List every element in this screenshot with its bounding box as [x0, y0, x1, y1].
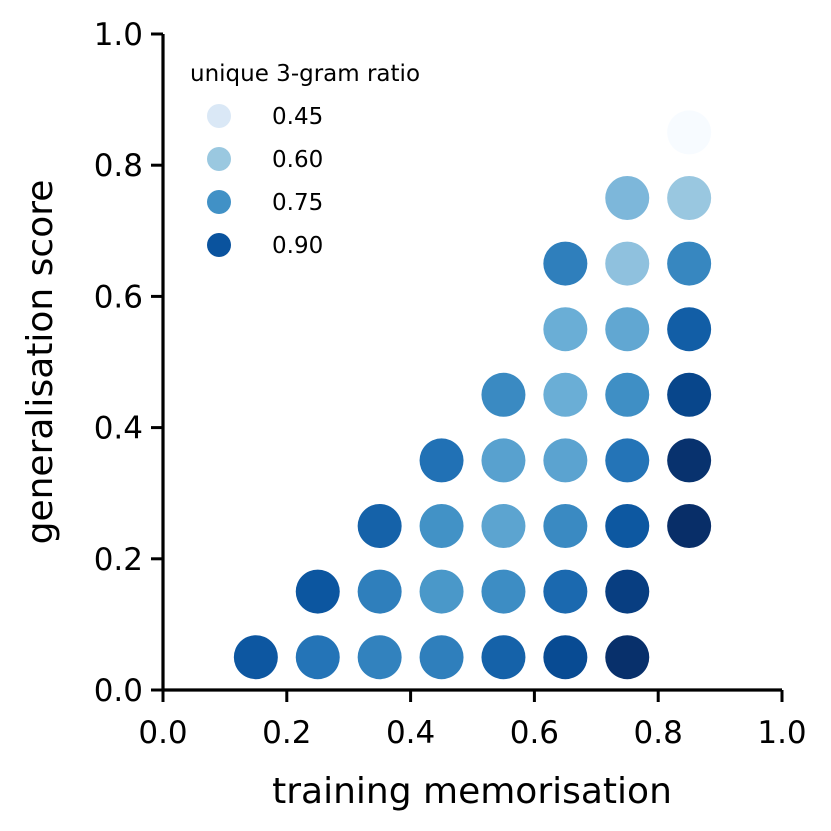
legend-marker-1	[207, 147, 231, 171]
data-point-2	[357, 635, 402, 680]
data-point-8	[357, 569, 402, 614]
data-point-19	[419, 438, 464, 483]
legend-marker-2	[207, 190, 231, 214]
data-point-4	[481, 635, 526, 680]
data-point-36	[667, 110, 712, 155]
data-point-12	[605, 569, 650, 614]
data-point-34	[605, 176, 650, 220]
y-tick-label-2: 0.4	[94, 411, 143, 447]
axes-layer	[161, 34, 782, 692]
data-point-21	[543, 438, 588, 483]
data-point-11	[543, 569, 588, 614]
data-point-16	[543, 504, 588, 548]
data-point-9	[419, 569, 464, 614]
data-point-28	[543, 307, 588, 352]
data-point-27	[667, 372, 712, 417]
data-point-3	[419, 635, 464, 680]
legend-marker-3	[207, 233, 231, 257]
data-point-26	[605, 372, 650, 417]
legend-title: unique 3-gram ratio	[190, 61, 420, 87]
data-point-32	[605, 241, 650, 286]
data-point-6	[605, 635, 650, 680]
x-axis-title: training memorisation	[272, 771, 672, 812]
data-point-7	[295, 569, 340, 614]
points-layer	[233, 110, 712, 680]
data-point-20	[481, 438, 526, 483]
x-tick-label-4: 0.8	[634, 715, 683, 751]
data-point-13	[357, 504, 402, 548]
data-point-29	[605, 307, 650, 352]
data-point-14	[419, 504, 464, 548]
y-tick-label-4: 0.8	[94, 148, 143, 184]
y-axis-title: generalisation score	[20, 180, 61, 545]
y-tick-label-5: 1.0	[94, 17, 143, 53]
legend: unique 3-gram ratio 0.45 0.60 0.75 0.90	[190, 61, 420, 259]
ticks-layer: 0.0 0.2 0.4 0.6 0.8 1.0 0.0 0.2 0.4 0.6 0.8 1.0	[94, 17, 807, 751]
legend-label-1: 0.60	[272, 147, 323, 173]
y-tick-label-3: 0.6	[94, 279, 143, 315]
data-point-30	[667, 307, 712, 352]
data-point-15	[481, 504, 526, 548]
data-point-10	[481, 569, 526, 614]
data-point-25	[543, 372, 588, 417]
data-point-31	[543, 241, 588, 286]
x-tick-label-2: 0.4	[386, 715, 435, 751]
x-tick-label-0: 0.0	[138, 715, 187, 751]
data-point-24	[481, 372, 526, 417]
legend-marker-0	[207, 104, 231, 128]
data-point-23	[667, 438, 712, 483]
data-point-22	[605, 438, 650, 483]
y-tick-label-0: 0.0	[94, 673, 143, 709]
y-tick-label-1: 0.2	[94, 542, 143, 578]
x-tick-label-1: 0.2	[262, 715, 311, 751]
legend-label-0: 0.45	[272, 104, 323, 130]
data-point-5	[543, 635, 588, 680]
data-point-0	[233, 635, 278, 680]
data-point-18	[667, 504, 712, 548]
legend-label-2: 0.75	[272, 190, 323, 216]
data-point-33	[667, 241, 712, 286]
data-point-35	[667, 176, 712, 220]
x-tick-label-3: 0.6	[510, 715, 559, 751]
x-tick-label-5: 1.0	[757, 715, 806, 751]
legend-label-3: 0.90	[272, 233, 323, 259]
data-point-1	[295, 635, 340, 680]
data-point-17	[605, 504, 650, 548]
